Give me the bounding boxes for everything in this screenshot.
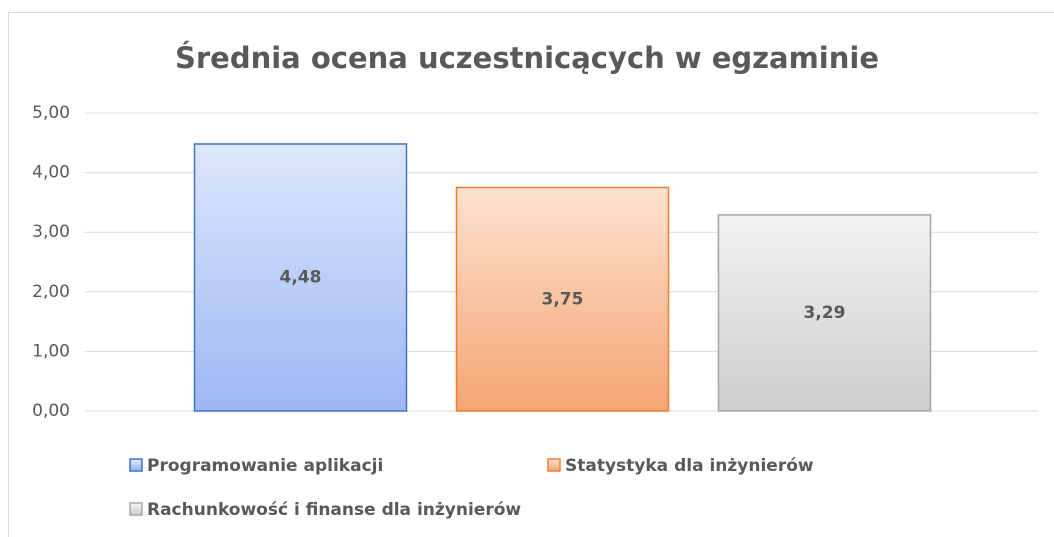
legend-swatch xyxy=(129,458,143,472)
legend-label: Statystyka dla inżynierów xyxy=(565,456,814,476)
chart-title: Średnia ocena uczestnicących w egzaminie xyxy=(175,41,879,75)
legend-label: Rachunkowość i finanse dla inżynierów xyxy=(147,500,521,520)
bar xyxy=(193,143,408,412)
data-label: 4,48 xyxy=(280,267,322,287)
y-tick-label: 0,00 xyxy=(32,401,70,421)
y-tick-label: 3,00 xyxy=(32,222,70,242)
bar xyxy=(455,186,670,412)
y-tick-label: 4,00 xyxy=(32,163,70,183)
data-label: 3,29 xyxy=(804,303,846,323)
bar xyxy=(717,214,932,412)
y-tick-label: 2,00 xyxy=(32,282,70,302)
y-tick-label: 5,00 xyxy=(32,103,70,123)
data-label: 3,75 xyxy=(542,289,584,309)
legend-swatch xyxy=(547,458,561,472)
legend-swatch xyxy=(129,502,143,516)
y-tick-label: 1,00 xyxy=(32,341,70,361)
legend-label: Programowanie aplikacji xyxy=(147,456,383,476)
